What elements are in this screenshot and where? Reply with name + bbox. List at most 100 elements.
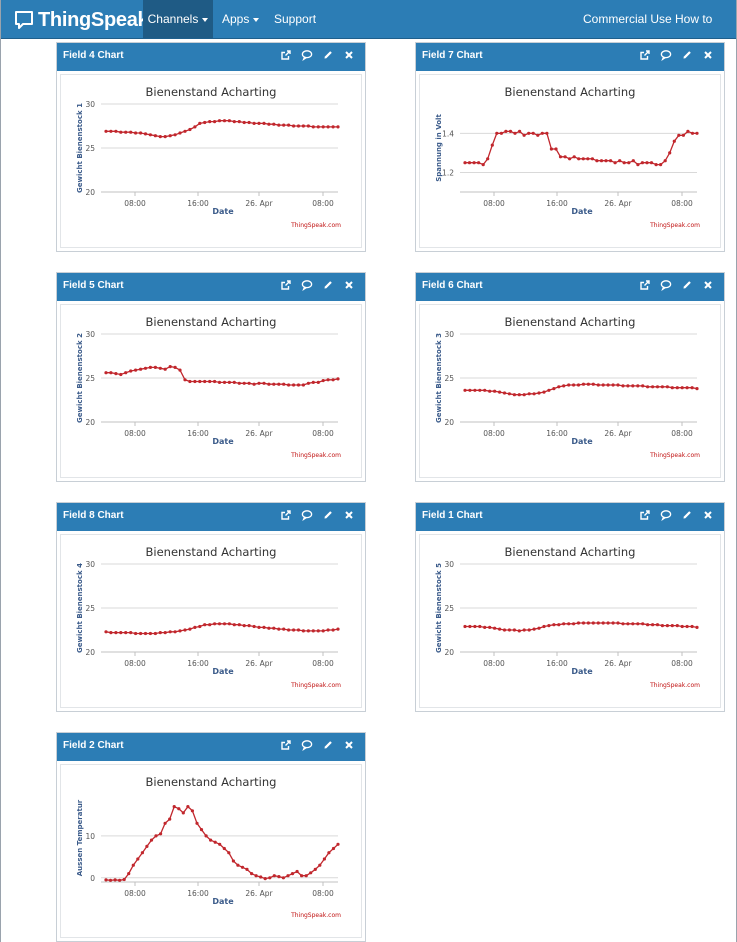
brand-logo[interactable]: ThingSpeak™ [14,8,156,32]
data-point [586,621,590,625]
data-point [499,131,503,135]
data-point [292,383,296,387]
data-point [217,622,222,626]
close-icon[interactable] [343,739,355,751]
credit-link[interactable]: ThingSpeak.com [290,682,341,689]
data-point [681,133,685,137]
data-point [502,391,507,395]
data-point [109,129,113,133]
pencil-icon[interactable] [681,279,693,291]
y-tick-label: 20 [85,188,95,197]
chevron-down-icon [202,17,209,22]
data-point [327,851,331,855]
nav-commercial-use[interactable]: Commercial Use [583,12,672,26]
data-point [124,130,128,134]
data-point [252,382,256,386]
data-point [576,383,581,387]
pencil-icon[interactable] [322,509,334,521]
nav-support[interactable]: Support [274,0,324,60]
comment-icon[interactable] [301,509,313,521]
comment-icon[interactable] [301,739,313,751]
external-link-icon[interactable] [280,509,292,521]
data-point [168,134,172,138]
close-icon[interactable] [343,49,355,61]
nav-how-to-buy[interactable]: How to Buy [675,12,713,64]
credit-link[interactable]: ThingSpeak.com [649,222,700,229]
data-point [124,371,128,375]
data-point [163,821,167,825]
comment-icon[interactable] [660,49,672,61]
external-link-icon[interactable] [280,49,292,61]
pencil-icon[interactable] [322,279,334,291]
data-point [655,623,660,627]
data-point [259,875,263,879]
data-point [149,838,154,842]
comment-icon[interactable] [660,509,672,521]
data-point [576,621,581,625]
x-tick-label: 08:00 [124,199,146,208]
nav-apps-label: Apps [222,12,250,26]
data-point [183,628,187,632]
line-chart: Bienenstand Acharting 20 25 30 08:00 16:00 26.… [76,85,341,229]
external-link-icon[interactable] [639,509,651,521]
data-point [581,621,586,625]
data-point [193,625,197,629]
close-icon[interactable] [702,509,714,521]
credit-link[interactable]: ThingSpeak.com [290,912,341,919]
data-point [208,379,212,384]
data-point [581,382,586,386]
data-point [472,161,476,165]
external-link-icon[interactable] [280,739,292,751]
data-point [567,383,571,387]
credit-link[interactable]: ThingSpeak.com [649,452,700,459]
data-point [181,811,185,815]
data-point [326,378,330,382]
nav-apps[interactable]: Apps [222,0,262,38]
data-point [188,127,192,132]
external-link-icon[interactable] [639,49,651,61]
comment-icon[interactable] [301,279,313,291]
data-point [522,133,526,137]
data-point [188,379,192,384]
data-point [250,872,254,876]
data-point [695,387,699,391]
data-point [331,846,336,851]
pencil-icon[interactable] [322,739,334,751]
close-icon[interactable] [343,279,355,291]
data-point [131,863,135,867]
data-point [490,143,494,147]
data-point [586,157,590,161]
data-point [467,161,472,165]
comment-icon[interactable] [660,279,672,291]
data-point [527,628,531,632]
x-tick-label: 26. Apr [245,659,273,668]
credit-link[interactable]: ThingSpeak.com [649,682,700,689]
pencil-icon[interactable] [681,509,693,521]
line-chart: Bienenstand Acharting 0 10 08:00 16:00 26. Ap… [76,775,341,919]
comment-icon[interactable] [301,49,313,61]
data-point [295,869,299,874]
line-chart: Bienenstand Acharting 20 25 30 08:00 16:00 26.… [435,315,700,459]
credit-link[interactable]: ThingSpeak.com [290,452,341,459]
data-point [640,161,644,165]
close-icon[interactable] [702,279,714,291]
data-point [122,877,126,882]
data-point [626,384,630,388]
pencil-icon[interactable] [681,49,693,61]
y-tick-label: 1.4 [442,129,454,138]
close-icon[interactable] [702,49,714,61]
external-link-icon[interactable] [639,279,651,291]
close-icon[interactable] [343,509,355,521]
external-link-icon[interactable] [280,279,292,291]
y-tick-label: 20 [444,418,454,427]
data-point [631,384,635,388]
nav-support-label: Support [274,12,317,26]
data-point [262,381,266,385]
y-tick-label: 25 [444,374,454,383]
credit-link[interactable]: ThingSpeak.com [290,222,341,229]
data-point [287,628,291,632]
data-point [198,624,202,629]
nav-channels[interactable]: Channels [143,0,213,38]
data-point [655,385,660,389]
pencil-icon[interactable] [322,49,334,61]
